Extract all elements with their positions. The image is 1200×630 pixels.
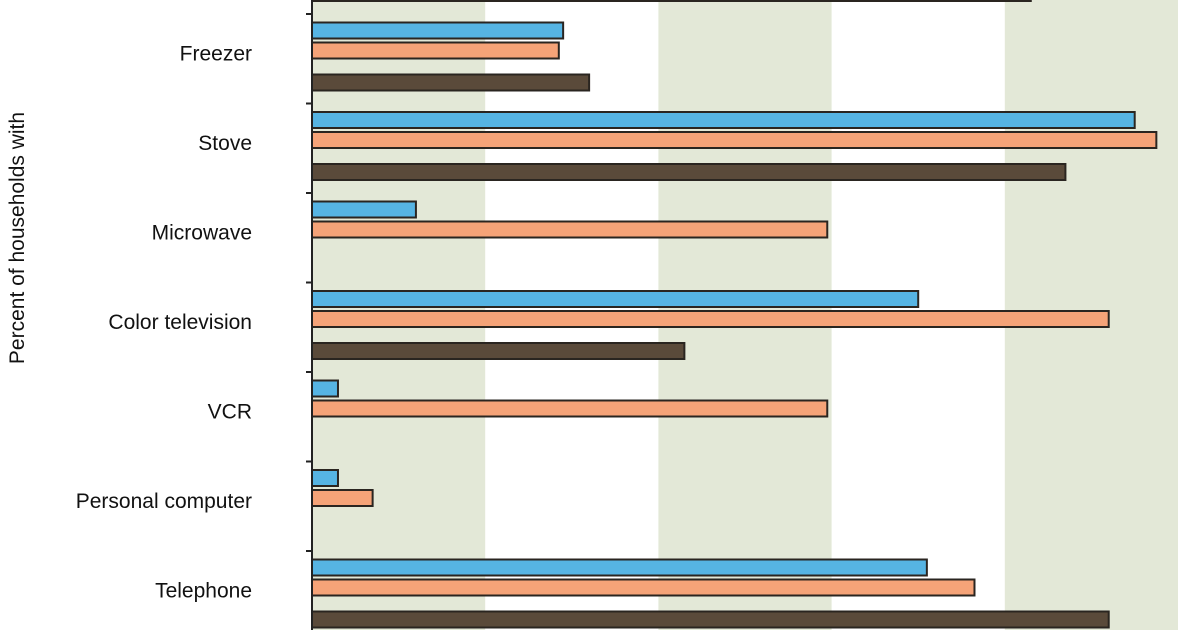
bar: [311, 379, 339, 398]
bar: [311, 41, 560, 60]
bar: [311, 469, 339, 487]
bar: [311, 578, 976, 597]
category-label: Stove: [198, 132, 252, 155]
category-label: Microwave: [152, 222, 252, 245]
bar: [311, 489, 374, 507]
category-label: Freezer: [180, 43, 252, 66]
bar: [311, 610, 1110, 629]
category-label: Telephone: [155, 580, 252, 603]
bar: [311, 310, 1110, 328]
bar: [311, 220, 829, 239]
bar: [311, 399, 829, 418]
category-label: Personal computer: [76, 490, 252, 513]
bar: [311, 342, 686, 360]
category-label: Color television: [108, 311, 252, 334]
bar: [311, 290, 920, 308]
bar: [311, 163, 1067, 181]
bar: [311, 73, 591, 92]
category-label: VCR: [208, 401, 252, 424]
bar: [311, 200, 417, 219]
y-axis-title: Percent of households with: [6, 112, 29, 364]
bar: [311, 21, 565, 40]
category-labels: Freezer Stove Microwave Color television VCR…: [76, 43, 252, 603]
bar: [311, 131, 1158, 149]
bar: [311, 558, 928, 577]
bar: [311, 0, 1032, 2]
bar: [311, 111, 1136, 129]
